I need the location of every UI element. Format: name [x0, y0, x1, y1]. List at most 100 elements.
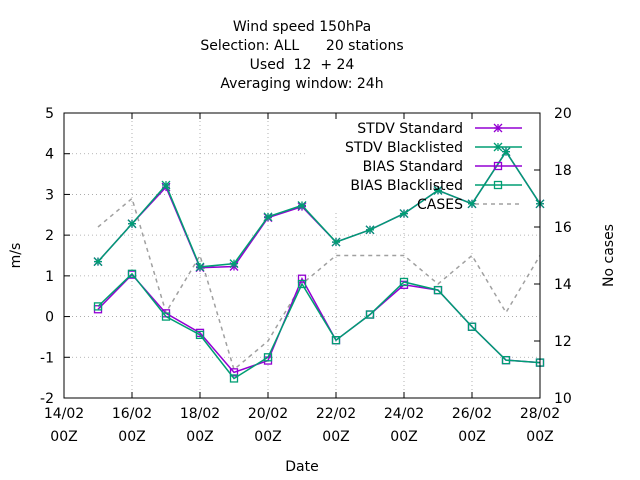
y-tick-label: 0 — [45, 310, 54, 326]
plot-series — [93, 147, 545, 383]
axes: 14/02 00Z 16/02 00Z 18/02 00Z 20/02 00Z 22/02 00Z… — [8, 106, 617, 475]
data-point — [433, 185, 443, 195]
data-point — [399, 209, 409, 219]
x-tick-label-time: 00Z — [390, 429, 417, 445]
legend-entry: BIAS Blacklisted — [350, 178, 522, 194]
data-point — [161, 180, 171, 190]
data-point — [501, 147, 511, 157]
data-point — [493, 123, 503, 133]
data-point — [263, 212, 273, 222]
x-tick-label: 28/02 — [520, 406, 560, 422]
data-point — [263, 353, 273, 362]
x-tick-label-time: 00Z — [186, 429, 213, 445]
data-point — [331, 237, 341, 247]
y2-tick-label: 18 — [554, 163, 572, 179]
y2-tick-label: 16 — [554, 220, 572, 236]
data-point — [93, 302, 103, 311]
x-tick-label: 24/02 — [384, 406, 424, 422]
series-stdv-blacklisted — [93, 147, 545, 272]
x-tick-label-time: 00Z — [254, 429, 281, 445]
y-tick-label: 5 — [45, 106, 54, 122]
data-point — [229, 259, 239, 269]
data-point — [493, 180, 503, 190]
title-line: Averaging window: 24h — [220, 76, 383, 92]
data-point — [493, 142, 503, 152]
series-line — [97, 150, 541, 268]
marker-stroke — [467, 199, 477, 209]
title-line: Selection: ALL 20 stations — [200, 38, 403, 54]
x-tick-label-time: 00Z — [458, 429, 485, 445]
y-tick-label: 2 — [45, 228, 54, 244]
title-line: Used 12 + 24 — [250, 57, 355, 73]
data-point — [93, 257, 103, 267]
y2-tick-label: 12 — [554, 334, 572, 350]
x-tick-label-time: 00Z — [50, 429, 77, 445]
series-cases — [97, 197, 541, 371]
legend-entry: STDV Standard — [357, 121, 522, 137]
x-tick-label: 16/02 — [112, 406, 152, 422]
data-point — [399, 277, 409, 287]
marker-stroke — [399, 209, 409, 219]
x-tick-label: 20/02 — [248, 406, 288, 422]
data-point — [365, 310, 375, 319]
x-tick-label-time: 00Z — [118, 429, 145, 445]
data-point — [501, 355, 511, 365]
y-tick-label: -1 — [40, 350, 54, 366]
legend-label: STDV Standard — [357, 121, 463, 137]
series-line — [97, 272, 541, 380]
marker-stroke — [493, 142, 503, 152]
legend-entry: BIAS Standard — [363, 159, 522, 175]
data-point — [195, 262, 205, 272]
data-point — [467, 322, 477, 331]
y-tick-label: -2 — [40, 391, 54, 407]
legend-entry: CASES — [417, 197, 522, 213]
marker-stroke — [297, 200, 307, 210]
data-point — [493, 161, 503, 171]
data-point — [433, 285, 443, 295]
marker-stroke — [93, 257, 103, 267]
x-tick-label: 14/02 — [44, 406, 84, 422]
y2-tick-label: 14 — [554, 277, 572, 293]
series-line — [97, 150, 541, 269]
data-point — [127, 219, 137, 229]
data-point — [229, 368, 239, 377]
plot-border — [63, 112, 541, 399]
legend: STDV Standard STDV Blacklisted BIAS Standa… — [345, 121, 522, 213]
x-tick-label: 22/02 — [316, 406, 356, 422]
y-tick-label: 3 — [45, 187, 54, 203]
data-point — [229, 374, 239, 383]
x-tick-label-time: 00Z — [322, 429, 349, 445]
legend-label: CASES — [417, 197, 463, 213]
series-bias-blacklisted — [93, 269, 545, 383]
data-point — [297, 279, 307, 289]
legend-label: BIAS Standard — [363, 159, 463, 175]
x-tick-label: 26/02 — [452, 406, 492, 422]
data-point — [195, 330, 205, 340]
marker-stroke — [127, 219, 137, 229]
marker-stroke — [161, 180, 171, 190]
data-point — [365, 225, 375, 235]
data-point — [331, 336, 341, 345]
data-point — [297, 274, 307, 283]
y2-tick-label: 10 — [554, 391, 572, 407]
marker-stroke — [501, 147, 511, 157]
y-tick-label: 4 — [45, 147, 54, 163]
data-point — [161, 312, 171, 321]
marker-stroke — [195, 262, 205, 272]
x-tick-label-time: 00Z — [526, 429, 553, 445]
y-tick-label: 1 — [45, 269, 54, 285]
data-point — [297, 200, 307, 210]
marker-stroke — [263, 212, 273, 222]
legend-label: STDV Blacklisted — [345, 140, 463, 156]
series-line — [97, 197, 541, 371]
data-point — [467, 199, 477, 209]
title-line: Wind speed 150hPa — [233, 19, 371, 35]
marker-stroke — [365, 225, 375, 235]
x-axis-label: Date — [285, 459, 318, 475]
marker-stroke — [229, 259, 239, 269]
legend-entry: STDV Blacklisted — [345, 140, 522, 156]
y2-axis-label: No cases — [601, 224, 617, 287]
y-axis-label: m/s — [8, 243, 24, 269]
grid-lines — [64, 113, 540, 398]
